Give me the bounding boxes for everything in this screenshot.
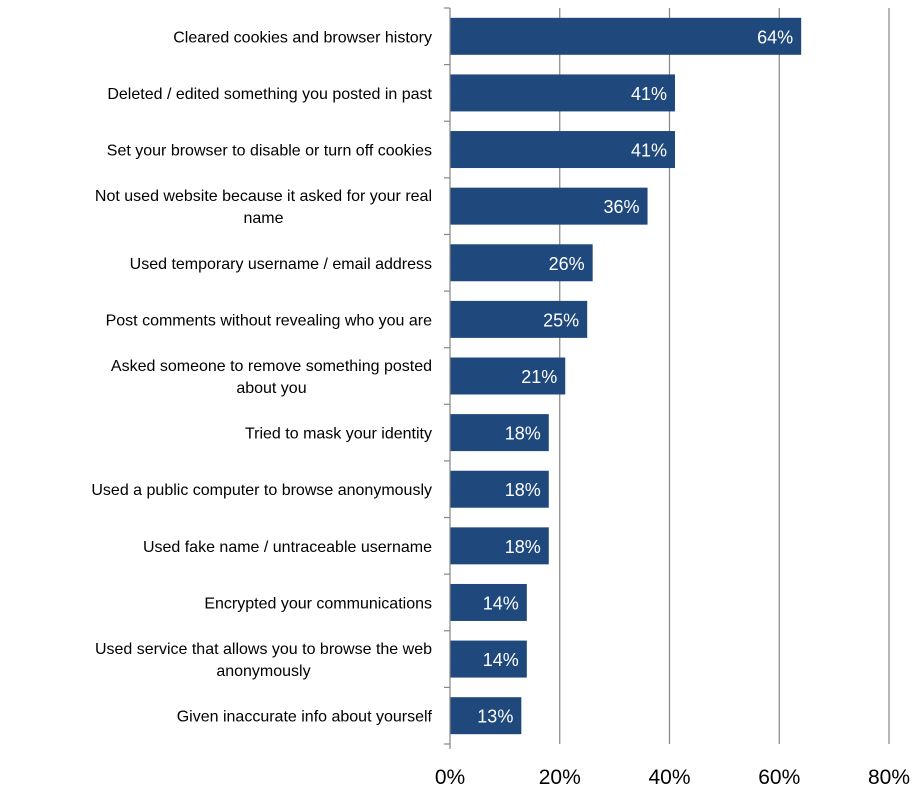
bar bbox=[450, 300, 588, 338]
category-label: Encrypted your communications bbox=[204, 595, 432, 612]
data-label: 18% bbox=[505, 424, 541, 444]
data-label: 14% bbox=[483, 593, 519, 613]
category-label: Tried to mask your identity bbox=[245, 426, 432, 443]
bar bbox=[450, 414, 549, 452]
bar bbox=[450, 470, 549, 508]
x-tick-label: 20% bbox=[539, 766, 581, 789]
x-tick-label: 40% bbox=[648, 766, 690, 789]
data-label: 14% bbox=[483, 650, 519, 670]
bar bbox=[450, 527, 549, 565]
x-tick-label: 60% bbox=[758, 766, 800, 789]
x-tick-label: 0% bbox=[435, 766, 465, 789]
bar bbox=[450, 17, 802, 55]
category-label: Set your browser to disable or turn off … bbox=[107, 143, 432, 160]
x-tick-labels: 0% 20% 40% 60% 80% bbox=[435, 766, 910, 789]
category-label: Post comments without revealing who you … bbox=[106, 312, 432, 329]
bar bbox=[450, 74, 675, 112]
data-label: 64% bbox=[757, 27, 793, 47]
data-label: 36% bbox=[604, 197, 640, 217]
category-label: Given inaccurate info about yourself bbox=[177, 709, 433, 726]
category-labels: Cleared cookies and browser history Delet… bbox=[91, 29, 432, 725]
bars bbox=[450, 17, 802, 735]
category-label: Used temporary username / email address bbox=[130, 256, 432, 273]
bar bbox=[450, 697, 522, 735]
data-label: 25% bbox=[543, 310, 579, 330]
category-label: Not used website because it asked for yo… bbox=[95, 188, 432, 227]
data-label: 41% bbox=[631, 84, 667, 104]
data-label: 13% bbox=[477, 707, 513, 727]
bar bbox=[450, 583, 527, 621]
category-label: Used fake name / untraceable username bbox=[143, 539, 432, 556]
category-axis bbox=[444, 7, 451, 749]
bar bbox=[450, 640, 527, 678]
bar bbox=[450, 357, 566, 395]
data-label: 18% bbox=[505, 480, 541, 500]
data-label: 18% bbox=[505, 537, 541, 557]
category-label: Used service that allows you to browse t… bbox=[95, 641, 432, 680]
bar bbox=[450, 131, 675, 169]
x-tick-label: 80% bbox=[868, 766, 910, 789]
data-label: 41% bbox=[631, 141, 667, 161]
value-labels: 64% 41% 41% 36% 26% 25% 21% 18% 18% 18% 14% 14% 13% bbox=[477, 27, 793, 726]
grid-lines bbox=[559, 8, 890, 744]
category-label: Deleted / edited something you posted in… bbox=[107, 86, 432, 103]
category-label: Used a public computer to browse anonymo… bbox=[91, 482, 432, 499]
data-label: 21% bbox=[521, 367, 557, 387]
category-label: Asked someone to remove something posted… bbox=[111, 358, 432, 397]
category-label: Cleared cookies and browser history bbox=[173, 29, 432, 46]
bar bbox=[450, 244, 593, 282]
data-label: 26% bbox=[549, 254, 585, 274]
bar bbox=[450, 187, 648, 225]
